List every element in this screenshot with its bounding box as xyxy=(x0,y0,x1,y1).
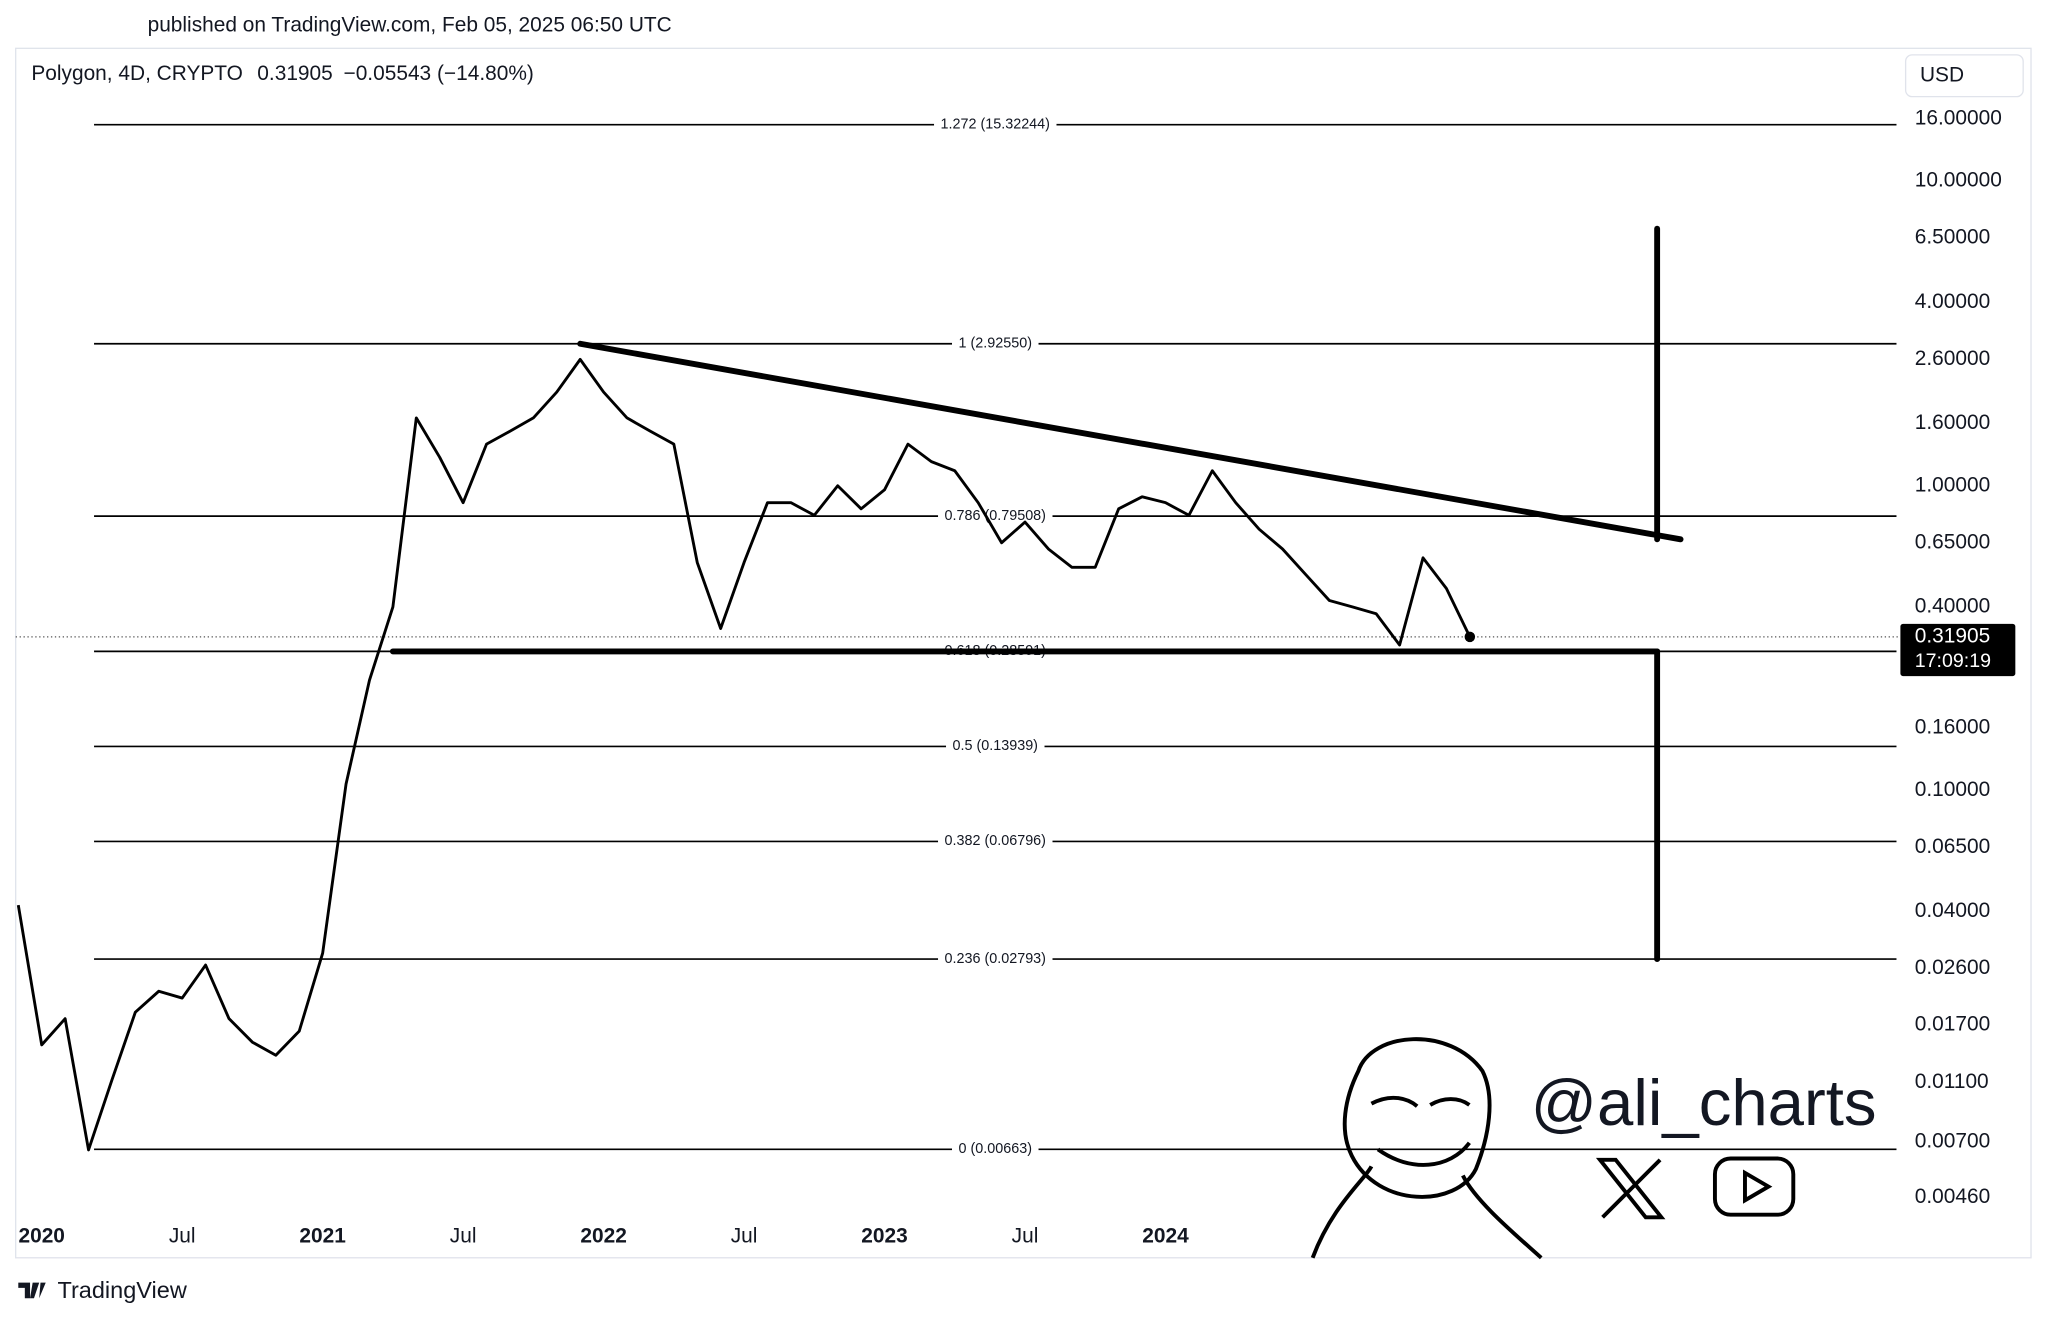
x-tick-label: Jul xyxy=(450,1224,477,1247)
x-icon[interactable] xyxy=(1595,1157,1666,1220)
fib-label-bg xyxy=(934,115,1057,134)
x-tick-label: 2022 xyxy=(580,1224,626,1247)
y-tick-label: 1.00000 xyxy=(1915,473,1990,496)
x-tick-label: 2023 xyxy=(861,1224,907,1247)
x-tick-label: Jul xyxy=(1012,1224,1039,1247)
fib-label: 0.382 (0.06796) xyxy=(945,833,1046,849)
price-badge-countdown: 17:09:19 xyxy=(1915,650,1991,672)
x-tick-label: Jul xyxy=(169,1224,196,1247)
last-point xyxy=(1464,631,1476,643)
x-tick-label: 2024 xyxy=(1142,1224,1189,1247)
price-change: −0.05543 (−14.80%) xyxy=(344,62,534,85)
y-tick-label: 0.65000 xyxy=(1915,530,1990,553)
currency-button[interactable] xyxy=(1904,54,2024,98)
price-line xyxy=(16,357,1472,1152)
y-tick-label: 0.02600 xyxy=(1915,956,1990,979)
fib-label-bg xyxy=(938,506,1053,526)
fib-label-bg xyxy=(946,736,1045,756)
y-tick-label: 1.60000 xyxy=(1915,411,1990,434)
brand-logo xyxy=(18,1282,46,1299)
symbol: Polygon, 4D, CRYPTO xyxy=(31,62,243,85)
last-price: 0.31905 xyxy=(257,62,332,85)
fib-label: 1.272 (15.32244) xyxy=(941,117,1050,133)
trend-line xyxy=(577,340,1684,543)
fib-label-bg xyxy=(938,949,1053,969)
y-tick-label: 0.00460 xyxy=(1915,1185,1990,1208)
y-tick-label: 10.00000 xyxy=(1915,169,2002,192)
y-tick-label: 0.10000 xyxy=(1915,778,1990,801)
y-tick-label: 16.00000 xyxy=(1915,107,2002,130)
fib-label-bg xyxy=(952,1139,1039,1159)
price-badge-value: 0.31905 xyxy=(1915,624,1990,647)
published-note: published on TradingView.com, Feb 05, 20… xyxy=(148,14,672,37)
y-tick-label: 0.01100 xyxy=(1915,1070,1989,1093)
x-tick-label: 2020 xyxy=(18,1224,64,1247)
fib-label: 0.5 (0.13939) xyxy=(953,738,1038,754)
y-tick-label: 0.40000 xyxy=(1915,594,1990,617)
y-tick-label: 0.16000 xyxy=(1915,716,1990,739)
price-badge xyxy=(1900,623,2016,677)
y-tick-label: 2.60000 xyxy=(1915,347,1990,370)
watermark: @ali_charts xyxy=(1531,1066,1877,1139)
y-tick-label: 0.00700 xyxy=(1915,1130,1990,1153)
fib-label: 1 (2.92550) xyxy=(959,336,1032,352)
y-tick-label: 4.00000 xyxy=(1915,290,1990,313)
fib-label: 0 (0.00663) xyxy=(959,1141,1032,1157)
chart-frame xyxy=(15,47,2032,1259)
author-avatar xyxy=(1310,1037,1543,1260)
y-tick-label: 6.50000 xyxy=(1915,226,1990,249)
fib-label-bg xyxy=(952,334,1039,353)
x-tick-label: Jul xyxy=(731,1224,758,1247)
fib-label: 0.236 (0.02793) xyxy=(945,951,1046,967)
fib-label: 0.786 (0.79508) xyxy=(945,508,1046,524)
youtube-icon[interactable] xyxy=(1712,1156,1796,1217)
x-tick-label: 2021 xyxy=(299,1224,346,1247)
y-tick-label: 0.04000 xyxy=(1915,899,1990,922)
plot-layer: 16.00000 10.00000 6.50000 4.00000 2.60000 1.6… xyxy=(15,107,2016,1247)
fib-label-bg xyxy=(938,831,1053,851)
y-tick-label: 0.06500 xyxy=(1915,835,1990,858)
y-tick-label: 0.01700 xyxy=(1915,1012,1990,1035)
brand: TradingView xyxy=(57,1277,187,1303)
currency[interactable]: USD xyxy=(1920,63,1964,86)
